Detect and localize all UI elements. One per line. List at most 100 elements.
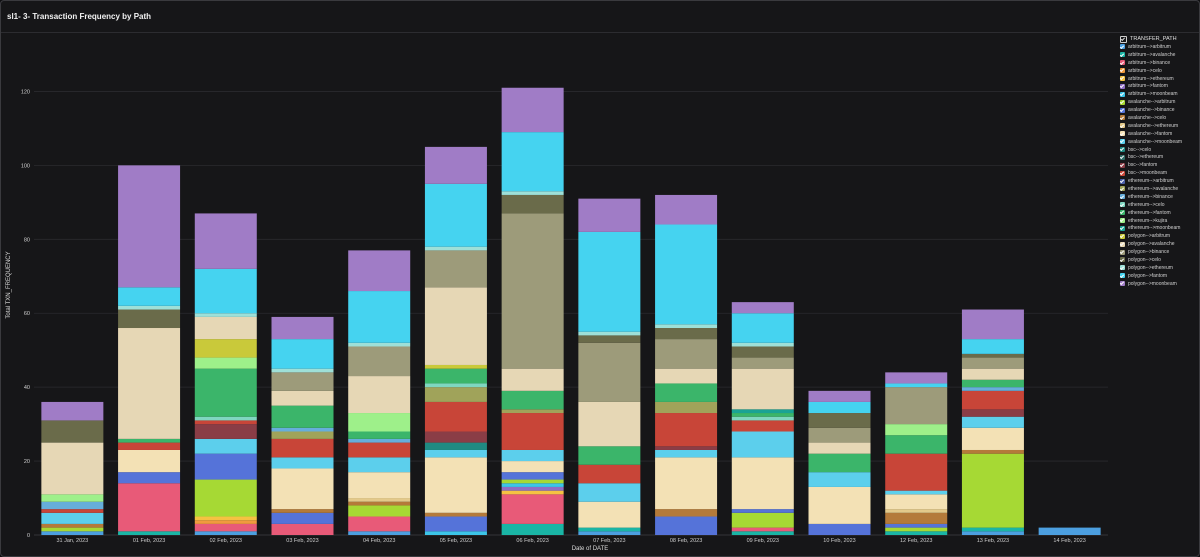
bar-segment[interactable]: avalanche-->binance — 12 Feb, 2023: 1: [885, 523, 948, 528]
bar-segment[interactable]: ethereum-->fantom — 08 Feb, 2023: 5: [655, 383, 718, 402]
bar-segment[interactable]: avalanche-->fantom — 03 Feb, 2023: 11: [271, 468, 334, 510]
bar-segment[interactable]: ethereum-->fantom — 04 Feb, 2023: 2: [348, 431, 411, 439]
checkbox-icon[interactable]: [1120, 68, 1125, 74]
bar-segment[interactable]: ethereum-->fantom — 13 Feb, 2023: 2: [961, 379, 1024, 388]
bar-segment[interactable]: avalanche-->moonbeam — 13 Feb, 2023: 3: [961, 416, 1024, 428]
bar-segment[interactable]: polygon-->binance — 09 Feb, 2023: 3: [731, 357, 794, 369]
bar-segment[interactable]: ethereum-->fantom — 05 Feb, 2023: 4: [424, 368, 487, 384]
checkbox-icon[interactable]: [1120, 210, 1125, 216]
bar-segment[interactable]: avalanche-->binance — 03 Feb, 2023: 3: [271, 512, 334, 524]
bar-segment[interactable]: polygon-->ethereum — 02 Feb, 2023: 1: [194, 313, 257, 317]
bar-segment[interactable]: avalanche-->moonbeam — 04 Feb, 2023: 4: [348, 457, 411, 473]
legend-item[interactable]: arbitrum-->binance: [1120, 59, 1196, 67]
bar-segment[interactable]: polygon-->ethereum — 04 Feb, 2023: 1: [348, 342, 411, 347]
bar-segment[interactable]: polygon-->avalanche — 02 Feb, 2023: 6: [194, 316, 257, 340]
bar-segment[interactable]: arbitrum-->arbitrum — 02 Feb, 2023: 1: [194, 531, 257, 535]
bar-segment[interactable]: polygon-->celo — 10 Feb, 2023: 4: [808, 413, 871, 428]
bar-segment[interactable]: avalanche-->arbitrum — 04 Feb, 2023: 3: [348, 505, 411, 517]
legend-item[interactable]: arbitrum-->fantom: [1120, 82, 1196, 90]
legend-header[interactable]: TRANSFER_PATH: [1120, 35, 1196, 43]
bar-segment[interactable]: avalanche-->binance — 10 Feb, 2023: 3: [808, 523, 871, 535]
bar-segment[interactable]: arbitrum-->binance — 09 Feb, 2023: 1: [731, 527, 794, 532]
bar-segment[interactable]: avalanche-->celo — 05 Feb, 2023: 1: [424, 512, 487, 517]
legend-item[interactable]: bsc-->ethereum: [1120, 153, 1196, 161]
bar-segment[interactable]: polygon-->moonbeam — 10 Feb, 2023: 3: [808, 390, 871, 402]
bar-segment[interactable]: arbitrum-->avalanche — 09 Feb, 2023: 1: [731, 531, 794, 535]
bar-segment[interactable]: polygon-->avalanche — 06 Feb, 2023: 6: [501, 368, 564, 391]
bar-segment[interactable]: polygon-->fantom — 13 Feb, 2023: 4: [961, 339, 1024, 354]
bar-segment[interactable]: polygon-->binance — 10 Feb, 2023: 4: [808, 427, 871, 443]
checkbox-icon[interactable]: [1120, 52, 1125, 58]
checkbox-icon[interactable]: [1120, 273, 1125, 279]
checkbox-icon[interactable]: [1120, 107, 1125, 113]
bar-segment[interactable]: polygon-->arbitrum — 05 Feb, 2023: 1: [424, 364, 487, 369]
bar-segment[interactable]: avalanche-->fantom — 08 Feb, 2023: 14: [655, 457, 718, 510]
legend-select-all-checkbox-icon[interactable]: [1120, 35, 1127, 43]
bar-segment[interactable]: bsc-->moonbeam — 03 Feb, 2023: 5: [271, 438, 334, 458]
bar-segment[interactable]: avalanche-->fantom — 01 Feb, 2023: 6: [118, 449, 181, 473]
checkbox-icon[interactable]: [1120, 115, 1125, 121]
legend-item[interactable]: avalanche-->celo: [1120, 114, 1196, 122]
bar-segment[interactable]: polygon-->avalanche — 01 Feb, 2023: 30: [118, 328, 181, 439]
bar-segment[interactable]: arbitrum-->arbitrum — 13 Feb, 2023: 1: [961, 531, 1024, 535]
checkbox-icon[interactable]: [1120, 202, 1125, 208]
bar-segment[interactable]: polygon-->fantom — 12 Feb, 2023: 1: [885, 383, 948, 388]
legend-item[interactable]: bsc-->moonbeam: [1120, 169, 1196, 177]
checkbox-icon[interactable]: [1120, 170, 1125, 176]
bar-segment[interactable]: avalanche-->ethereum — 12 Feb, 2023: 1: [885, 509, 948, 513]
bar-segment[interactable]: arbitrum-->arbitrum — 04 Feb, 2023: 1: [348, 531, 411, 535]
bar-segment[interactable]: polygon-->avalanche — 04 Feb, 2023: 10: [348, 376, 411, 414]
legend-item[interactable]: polygon-->celo: [1120, 256, 1196, 264]
bar-segment[interactable]: ethereum-->celo — 09 Feb, 2023: 1: [731, 416, 794, 421]
bar-segment[interactable]: arbitrum-->arbitrum — 31 Jan, 2023: 1: [41, 531, 104, 535]
bar-segment[interactable]: ethereum-->binance — 31 Jan, 2023: 2: [41, 501, 104, 510]
bar-segment[interactable]: polygon-->binance — 03 Feb, 2023: 5: [271, 372, 334, 391]
bar-segment[interactable]: arbitrum-->arbitrum — 14 Feb, 2023: 2: [1038, 527, 1101, 535]
bar-segment[interactable]: polygon-->celo — 09 Feb, 2023: 3: [731, 346, 794, 358]
bar-segment[interactable]: ethereum-->fantom — 06 Feb, 2023: 5: [501, 390, 564, 410]
bar-segment[interactable]: polygon-->fantom — 05 Feb, 2023: 17: [424, 183, 487, 247]
legend-item[interactable]: avalanche-->arbitrum: [1120, 98, 1196, 106]
bar-segment[interactable]: ethereum-->fantom — 02 Feb, 2023: 13: [194, 368, 257, 417]
bar-segment[interactable]: polygon-->ethereum — 07 Feb, 2023: 1: [578, 331, 641, 336]
bar-segment[interactable]: polygon-->avalanche — 08 Feb, 2023: 4: [655, 368, 718, 384]
bar-segment[interactable]: polygon-->binance — 07 Feb, 2023: 16: [578, 342, 641, 402]
checkbox-icon[interactable]: [1120, 76, 1125, 81]
checkbox-icon[interactable]: [1120, 281, 1125, 287]
bar-segment[interactable]: bsc-->fantom — 13 Feb, 2023: 2: [961, 409, 1024, 417]
bar-segment[interactable]: polygon-->avalanche — 03 Feb, 2023: 4: [271, 390, 334, 406]
checkbox-icon[interactable]: [1120, 241, 1125, 247]
legend-item[interactable]: bsc-->fantom: [1120, 161, 1196, 169]
bar-segment[interactable]: avalanche-->celo — 08 Feb, 2023: 2: [655, 509, 718, 517]
bar-segment[interactable]: ethereum-->kujira — 12 Feb, 2023: 3: [885, 424, 948, 436]
bar-segment[interactable]: arbitrum-->avalanche — 06 Feb, 2023: 3: [501, 523, 564, 535]
legend-item[interactable]: ethereum-->celo: [1120, 201, 1196, 209]
checkbox-icon[interactable]: [1120, 139, 1125, 145]
checkbox-icon[interactable]: [1120, 178, 1125, 184]
bar-segment[interactable]: avalanche-->fantom — 10 Feb, 2023: 10: [808, 486, 871, 524]
legend-item[interactable]: ethereum-->moonbeam: [1120, 224, 1196, 232]
bar-segment[interactable]: arbitrum-->ethereum — 06 Feb, 2023: 1: [501, 490, 564, 495]
bar-segment[interactable]: ethereum-->celo — 02 Feb, 2023: 1: [194, 416, 257, 421]
checkbox-icon[interactable]: [1120, 194, 1125, 200]
bar-segment[interactable]: avalanche-->arbitrum — 31 Jan, 2023: 1: [41, 527, 104, 532]
bar-segment[interactable]: polygon-->fantom — 04 Feb, 2023: 14: [348, 291, 411, 343]
legend-item[interactable]: polygon-->fantom: [1120, 272, 1196, 280]
legend-item[interactable]: arbitrum-->celo: [1120, 67, 1196, 75]
bar-segment[interactable]: bsc-->moonbeam — 05 Feb, 2023: 8: [424, 401, 487, 432]
checkbox-icon[interactable]: [1120, 249, 1125, 255]
checkbox-icon[interactable]: [1120, 154, 1125, 160]
legend-item[interactable]: ethereum-->binance: [1120, 193, 1196, 201]
bar-segment[interactable]: polygon-->ethereum — 03 Feb, 2023: 1: [271, 368, 334, 373]
bar-segment[interactable]: avalanche-->arbitrum — 13 Feb, 2023: 20: [961, 453, 1024, 528]
bar-segment[interactable]: avalanche-->celo — 04 Feb, 2023: 1: [348, 501, 411, 506]
bar-segment[interactable]: polygon-->celo — 13 Feb, 2023: 1: [961, 353, 1024, 358]
bar-segment[interactable]: polygon-->celo — 31 Jan, 2023: 6: [41, 420, 104, 443]
bar-segment[interactable]: polygon-->ethereum — 05 Feb, 2023: 1: [424, 246, 487, 251]
bar-segment[interactable]: polygon-->moonbeam — 12 Feb, 2023: 3: [885, 372, 948, 384]
legend-item[interactable]: avalanche-->binance: [1120, 106, 1196, 114]
bar-segment[interactable]: arbitrum-->avalanche — 07 Feb, 2023: 1: [578, 527, 641, 532]
bar-segment[interactable]: ethereum-->kujira — 31 Jan, 2023: 2: [41, 494, 104, 502]
bar-segment[interactable]: avalanche-->celo — 12 Feb, 2023: 3: [885, 512, 948, 524]
bar-segment[interactable]: polygon-->binance — 06 Feb, 2023: 42: [501, 213, 564, 369]
